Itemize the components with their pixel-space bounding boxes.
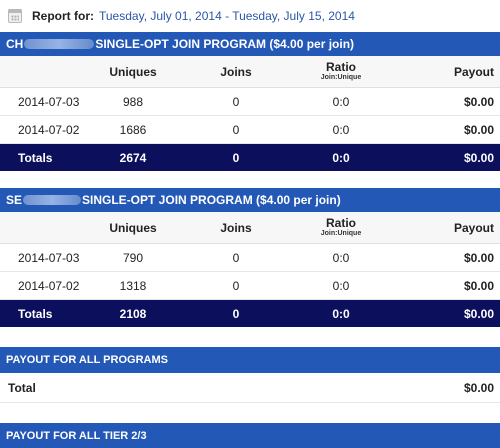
totals-row: Totals 2108 0 0:0 $0.00	[0, 300, 500, 327]
row-joins: 0	[232, 122, 240, 137]
totals-payout: $0.00	[463, 306, 494, 321]
redacted-name	[23, 195, 82, 205]
table-row: 2014-07-02 1686 0 0:0 $0.00	[0, 116, 500, 144]
row-ratio: 0:0	[332, 122, 350, 137]
payout-all-header: PAYOUT FOR ALL PROGRAMS	[0, 347, 500, 373]
payout-all-total-label: Total	[8, 380, 36, 395]
table-row: 2014-07-02 1318 0 0:0 $0.00	[0, 272, 500, 300]
row-payout: $0.00	[463, 94, 494, 109]
col-ratio-label: Ratio	[326, 60, 356, 74]
row-payout: $0.00	[463, 250, 494, 265]
row-date: 2014-07-02	[18, 278, 80, 293]
table-header-row: Uniques Joins Ratio Join:Unique Payout	[0, 56, 500, 88]
program-header: SE SINGLE-OPT JOIN PROGRAM ($4.00 per joi…	[0, 188, 500, 212]
row-payout: $0.00	[463, 278, 494, 293]
table-header-row: Uniques Joins Ratio Join:Unique Payout	[0, 212, 500, 244]
payout-all-total-value: $0.00	[463, 380, 494, 395]
totals-uniques: 2674	[119, 150, 147, 165]
totals-label: Totals	[18, 306, 53, 321]
program-section-1: CH SINGLE-OPT JOIN PROGRAM ($4.00 per joi…	[0, 32, 500, 171]
row-ratio: 0:0	[332, 278, 350, 293]
row-date: 2014-07-03	[18, 94, 80, 109]
totals-ratio: 0:0	[332, 150, 350, 165]
col-uniques: Uniques	[109, 220, 157, 235]
totals-joins: 0	[232, 306, 240, 321]
report-date-bar: Report for: Tuesday, July 01, 2014 - Tue…	[0, 0, 500, 32]
program-title: SINGLE-OPT JOIN PROGRAM ($4.00 per join)	[82, 193, 341, 207]
program-name-prefix: CH	[6, 37, 24, 51]
row-joins: 0	[232, 250, 240, 265]
col-ratio-sub: Join:Unique	[320, 230, 362, 237]
tier-payout-header: PAYOUT FOR ALL TIER 2/3	[0, 423, 500, 448]
row-uniques: 790	[122, 250, 144, 265]
row-joins: 0	[232, 94, 240, 109]
col-ratio: Ratio Join:Unique	[313, 212, 369, 243]
col-payout: Payout	[453, 220, 494, 235]
totals-ratio: 0:0	[332, 306, 350, 321]
row-uniques: 1686	[119, 122, 147, 137]
row-ratio: 0:0	[332, 94, 350, 109]
table-row: 2014-07-03 790 0 0:0 $0.00	[0, 244, 500, 272]
row-payout: $0.00	[463, 122, 494, 137]
table-row: 2014-07-03 988 0 0:0 $0.00	[0, 88, 500, 116]
row-joins: 0	[232, 278, 240, 293]
program-title: SINGLE-OPT JOIN PROGRAM ($4.00 per join)	[95, 37, 355, 51]
program-header: CH SINGLE-OPT JOIN PROGRAM ($4.00 per joi…	[0, 32, 500, 56]
report-date-range[interactable]: Tuesday, July 01, 2014 - Tuesday, July 1…	[99, 9, 355, 23]
report-label: Report for:	[32, 9, 94, 23]
program-section-2: SE SINGLE-OPT JOIN PROGRAM ($4.00 per joi…	[0, 188, 500, 327]
totals-row: Totals 2674 0 0:0 $0.00	[0, 144, 500, 171]
col-payout: Payout	[453, 64, 494, 79]
col-ratio-sub: Join:Unique	[320, 74, 362, 81]
redacted-name	[24, 39, 95, 49]
col-joins: Joins	[220, 220, 252, 235]
totals-label: Totals	[18, 150, 53, 165]
row-uniques: 1318	[119, 278, 147, 293]
payout-all-total-row: Total $0.00	[0, 373, 500, 403]
row-date: 2014-07-02	[18, 122, 80, 137]
row-uniques: 988	[122, 94, 144, 109]
col-joins: Joins	[220, 64, 252, 79]
totals-uniques: 2108	[119, 306, 147, 321]
col-uniques: Uniques	[109, 64, 157, 79]
totals-payout: $0.00	[463, 150, 494, 165]
calendar-icon[interactable]	[8, 9, 22, 23]
row-date: 2014-07-03	[18, 250, 80, 265]
totals-joins: 0	[232, 150, 240, 165]
program-name-prefix: SE	[6, 193, 23, 207]
col-ratio-label: Ratio	[326, 216, 356, 230]
row-ratio: 0:0	[332, 250, 350, 265]
col-ratio: Ratio Join:Unique	[313, 56, 369, 87]
